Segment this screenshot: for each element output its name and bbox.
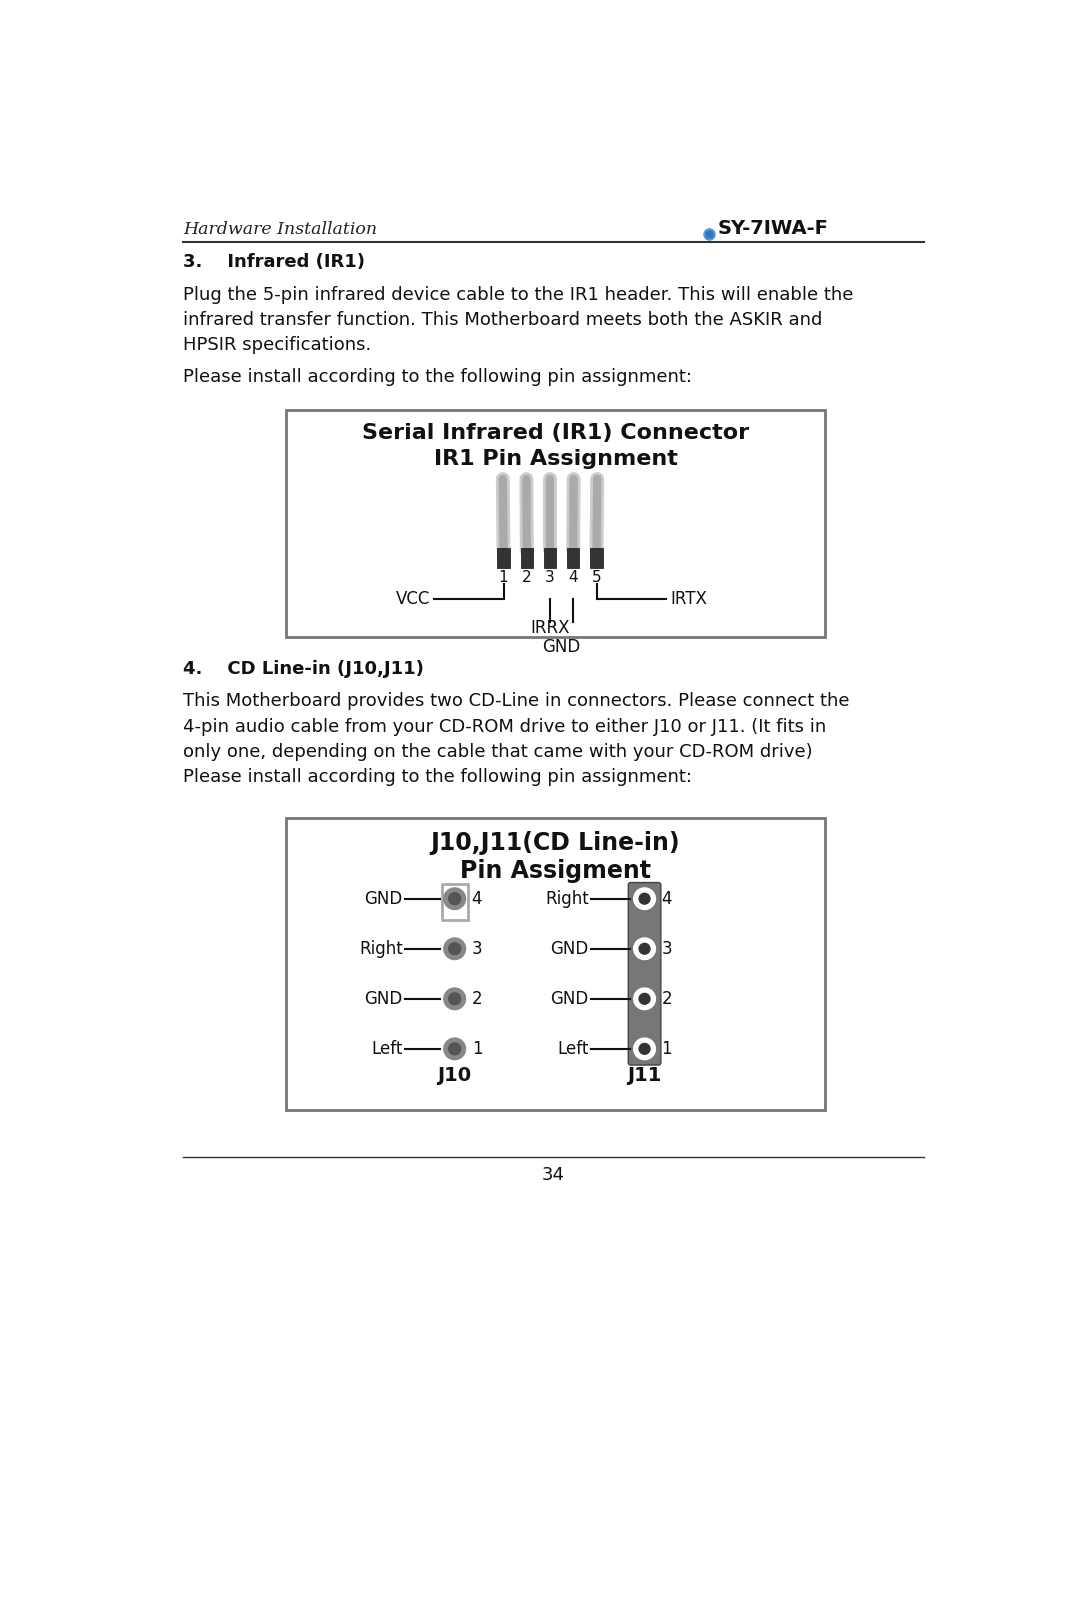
Text: IR1 Pin Assignment: IR1 Pin Assignment xyxy=(433,450,677,469)
Circle shape xyxy=(444,989,465,1010)
Text: Please install according to the following pin assignment:: Please install according to the followin… xyxy=(183,367,692,387)
Text: HPSIR specifications.: HPSIR specifications. xyxy=(183,337,372,354)
Text: 3: 3 xyxy=(472,940,483,958)
Circle shape xyxy=(448,1044,461,1055)
Bar xyxy=(591,549,603,568)
Circle shape xyxy=(444,888,465,909)
Text: Left: Left xyxy=(372,1040,403,1058)
Text: Right: Right xyxy=(359,940,403,958)
Text: J10: J10 xyxy=(437,1066,472,1086)
Text: Hardware Installation: Hardware Installation xyxy=(183,222,377,238)
Text: SY-7IWA-F: SY-7IWA-F xyxy=(718,218,828,238)
Circle shape xyxy=(634,1039,656,1060)
Circle shape xyxy=(444,1039,465,1060)
Circle shape xyxy=(448,993,461,1005)
Text: 4: 4 xyxy=(472,890,483,908)
FancyBboxPatch shape xyxy=(629,882,661,1065)
Text: Pin Assigment: Pin Assigment xyxy=(460,859,651,883)
Circle shape xyxy=(639,893,650,904)
Text: 1: 1 xyxy=(662,1040,672,1058)
Circle shape xyxy=(448,943,461,955)
Text: Right: Right xyxy=(545,890,589,908)
Text: IRRX: IRRX xyxy=(530,620,570,637)
Text: 5: 5 xyxy=(592,570,602,586)
Circle shape xyxy=(639,1044,650,1055)
Text: GND: GND xyxy=(551,990,589,1008)
Text: 2: 2 xyxy=(522,570,531,586)
Text: 2: 2 xyxy=(472,990,483,1008)
Bar xyxy=(286,409,825,637)
Text: GND: GND xyxy=(551,940,589,958)
Circle shape xyxy=(634,888,656,909)
Text: VCC: VCC xyxy=(395,591,430,608)
Text: 34: 34 xyxy=(542,1165,565,1184)
Bar xyxy=(497,549,510,568)
Text: 4: 4 xyxy=(662,890,672,908)
Text: Serial Infrared (IR1) Connector: Serial Infrared (IR1) Connector xyxy=(362,422,750,443)
Circle shape xyxy=(448,893,461,904)
Text: 1: 1 xyxy=(499,570,509,586)
Text: Plug the 5-pin infrared device cable to the IR1 header. This will enable the: Plug the 5-pin infrared device cable to … xyxy=(183,286,853,304)
Bar xyxy=(521,549,532,568)
Text: GND: GND xyxy=(365,890,403,908)
Text: J11: J11 xyxy=(627,1066,662,1086)
Text: 4.    CD Line-in (J10,J11): 4. CD Line-in (J10,J11) xyxy=(183,660,424,678)
Circle shape xyxy=(444,938,465,959)
Text: Left: Left xyxy=(557,1040,589,1058)
Text: 3: 3 xyxy=(545,570,555,586)
Text: 2: 2 xyxy=(662,990,672,1008)
Bar xyxy=(567,549,580,568)
Text: 3.    Infrared (IR1): 3. Infrared (IR1) xyxy=(183,254,365,272)
Text: GND: GND xyxy=(542,637,581,655)
Text: infrared transfer function. This Motherboard meets both the ASKIR and: infrared transfer function. This Motherb… xyxy=(183,311,823,328)
Bar xyxy=(544,549,556,568)
Text: This Motherboard provides two CD-Line in connectors. Please connect the: This Motherboard provides two CD-Line in… xyxy=(183,693,850,710)
Text: GND: GND xyxy=(365,990,403,1008)
Text: 4: 4 xyxy=(568,570,578,586)
Circle shape xyxy=(634,938,656,959)
Text: J10,J11(CD Line-in): J10,J11(CD Line-in) xyxy=(431,832,680,856)
Text: Please install according to the following pin assignment:: Please install according to the followin… xyxy=(183,769,692,786)
Circle shape xyxy=(639,993,650,1005)
Bar xyxy=(286,817,825,1110)
Text: 3: 3 xyxy=(662,940,672,958)
Circle shape xyxy=(639,943,650,955)
Circle shape xyxy=(634,989,656,1010)
Text: only one, depending on the cable that came with your CD-ROM drive): only one, depending on the cable that ca… xyxy=(183,743,812,760)
Text: IRTX: IRTX xyxy=(670,591,707,608)
Text: 1: 1 xyxy=(472,1040,483,1058)
Text: 4-pin audio cable from your CD-ROM drive to either J10 or J11. (It fits in: 4-pin audio cable from your CD-ROM drive… xyxy=(183,718,826,736)
